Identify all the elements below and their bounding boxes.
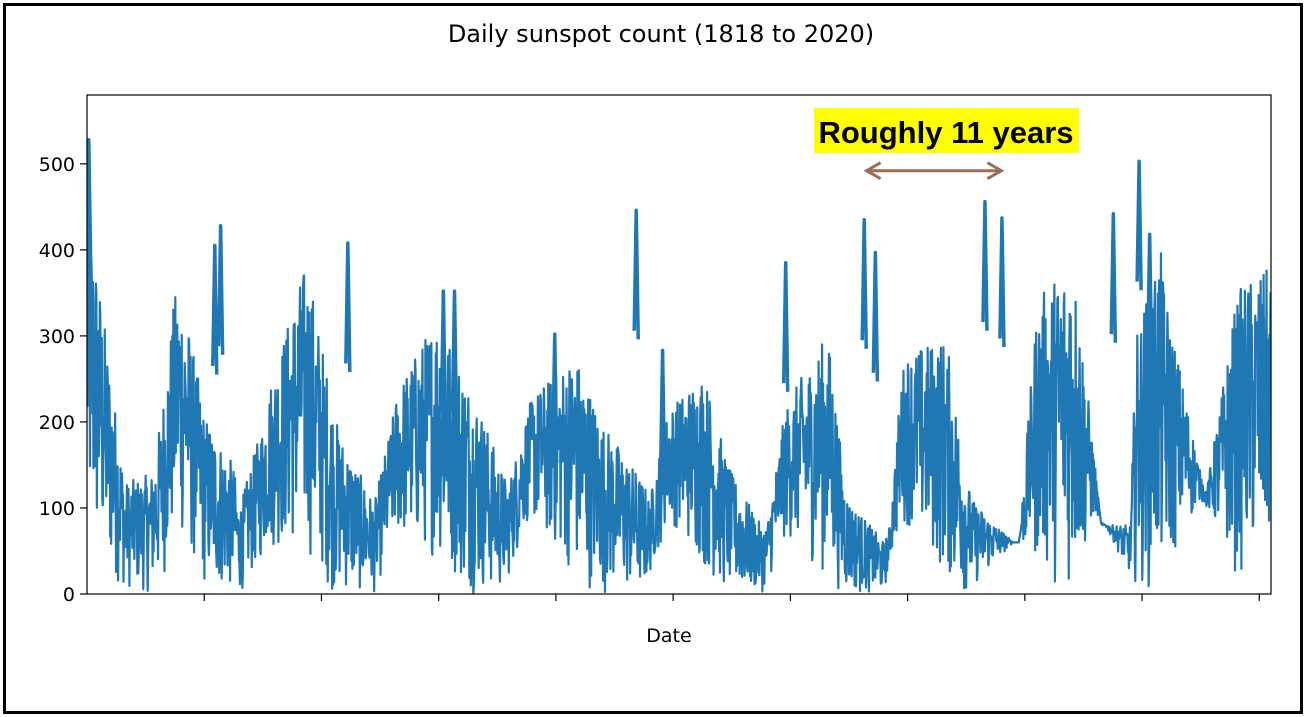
peak-spike (1137, 161, 1141, 290)
x-axis (204, 594, 1259, 601)
peak-spike (1000, 218, 1004, 347)
peak-spike (1111, 214, 1115, 343)
peak-spike (983, 202, 987, 331)
peak-spike (441, 291, 445, 420)
plot-area (87, 95, 1271, 594)
peak-spike (453, 291, 457, 420)
annotation-text: Roughly 11 years (818, 115, 1073, 150)
y-tick-label: 400 (39, 240, 75, 262)
y-tick-label: 200 (39, 412, 75, 434)
peak-spike (1148, 234, 1152, 363)
series-0 (87, 140, 1271, 593)
y-tick-label: 500 (39, 154, 75, 176)
y-tick-label: 300 (39, 326, 75, 348)
peak-spike (634, 210, 638, 339)
y-axis: 0 100 200 300 400 500 (39, 154, 87, 606)
chart-title: Daily sunspot count (1818 to 2020) (448, 20, 874, 48)
annotation: Roughly 11 years (814, 108, 1079, 179)
peak-spike (219, 226, 223, 355)
peak-spike (213, 246, 217, 375)
y-tick-label: 100 (39, 498, 75, 520)
peak-spike (661, 351, 665, 480)
peak-spike (873, 252, 877, 381)
peak-spike (346, 243, 350, 372)
peak-spike (784, 263, 788, 392)
series-line (87, 194, 1271, 593)
x-axis-label: Date (646, 625, 691, 647)
peak-spike (862, 220, 866, 349)
peak-spike (1261, 319, 1265, 448)
y-tick-label: 0 (63, 584, 75, 606)
peak-spike (553, 334, 557, 463)
